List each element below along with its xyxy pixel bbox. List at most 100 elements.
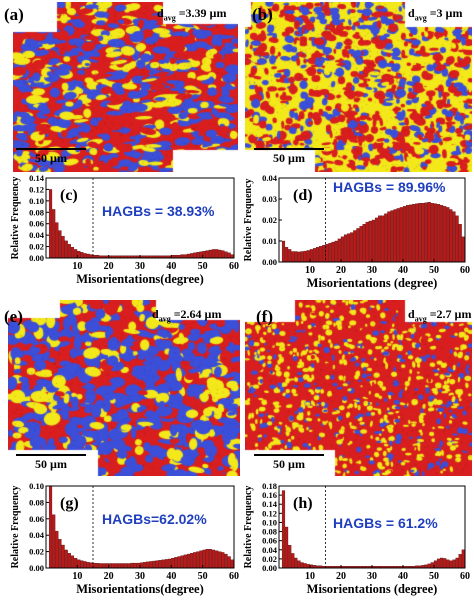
histogram-bar (48, 485, 53, 569)
scale-bar-line (254, 454, 324, 456)
histogram-bar (285, 526, 289, 569)
histogram-bar (152, 560, 156, 569)
histogram-bar (288, 545, 292, 569)
ebsd-map-f (245, 300, 472, 476)
histogram-bar (381, 215, 385, 263)
histogram-bar (294, 557, 298, 569)
x-tick-label: 30 (135, 571, 145, 582)
histogram-bar (340, 236, 344, 263)
y-tick-label: 0.04 (262, 545, 278, 555)
histogram-bar (227, 252, 231, 259)
histogram-bar (221, 250, 225, 259)
histogram-bar (218, 551, 222, 569)
histogram-bar (177, 556, 181, 569)
histogram-bar (121, 563, 125, 569)
histogram-bar (461, 549, 465, 569)
x-tick-label: 20 (336, 265, 346, 276)
histogram-bar (285, 247, 289, 263)
histogram-bar (368, 220, 372, 263)
x-tick-label: 30 (367, 571, 377, 582)
histogram-bar (64, 240, 68, 259)
histogram-h: 10 20 30 40 50 60 0.00 0.02 0.04 0.06 0.08 0.10 0.12… (237, 476, 474, 601)
x-tick-label: 10 (72, 261, 82, 272)
scale-bar-f: 50 µm (254, 454, 324, 472)
histogram-bar (461, 236, 465, 263)
histogram-bar (117, 563, 122, 569)
x-tick-label: 20 (104, 261, 114, 272)
histogram-bar (288, 249, 292, 263)
histogram-bar (130, 562, 134, 569)
histogram-bar (80, 252, 84, 259)
histogram-bar (215, 550, 219, 569)
histogram-bar (458, 224, 462, 263)
histogram-bar (196, 252, 200, 259)
scale-bar-b: 50 µm (254, 148, 324, 166)
x-tick-label: 60 (229, 571, 239, 582)
y-tick-label: 0.06 (29, 514, 44, 524)
histogram-bar (105, 563, 109, 569)
scale-bar-a: 50 µm (16, 148, 86, 166)
histogram-bar (300, 562, 304, 569)
panel-label: (h) (293, 495, 313, 512)
histogram-bar (89, 562, 93, 569)
histogram-bar (180, 254, 184, 259)
grain-size-a: davg =3.39 µm (157, 6, 227, 23)
x-tick-label: 10 (305, 571, 315, 582)
histogram-bar (297, 560, 301, 569)
histogram-bar (52, 514, 56, 569)
scale-bar-label: 50 µm (273, 457, 305, 471)
y-tick-label: 0.10 (262, 517, 277, 527)
histogram-bar (199, 550, 203, 569)
histogram-bar (294, 251, 298, 263)
histogram-bar (421, 203, 425, 263)
histogram-bar (350, 232, 354, 263)
histogram-bar (390, 210, 394, 263)
histogram-bar (440, 205, 444, 263)
histogram-bar (455, 557, 459, 569)
x-tick-label: 40 (398, 265, 408, 276)
histogram-bar (227, 556, 231, 569)
histogram-bar (306, 564, 310, 569)
y-tick-label: 0.10 (29, 196, 44, 206)
histogram-bar (205, 250, 209, 259)
y-tick-label: 0.08 (262, 527, 277, 537)
y-tick-label: 0.04 (29, 530, 45, 540)
histogram-bar (312, 248, 317, 263)
x-tick-label: 50 (198, 261, 208, 272)
histogram-bar (452, 559, 456, 569)
histogram-bar (221, 552, 225, 569)
histogram-bar (158, 560, 162, 569)
histogram-bar (89, 254, 93, 259)
histogram-bar (436, 558, 441, 569)
histogram-bar (164, 559, 169, 569)
histogram-bar (83, 561, 87, 569)
histogram-bar (155, 560, 159, 569)
x-tick-label: 60 (460, 265, 470, 276)
histogram-bar (449, 209, 453, 263)
histogram-bar (306, 250, 310, 263)
hagb-annotation: HAGBs = 61.2% (333, 515, 438, 531)
x-tick-label: 10 (72, 571, 82, 582)
histogram-bar (102, 563, 106, 569)
histogram-bar (61, 236, 65, 259)
histogram-bar (458, 554, 462, 569)
histogram-bar (186, 253, 190, 259)
histogram-bar (455, 215, 459, 263)
histogram-bar (80, 560, 84, 569)
histogram-bar (430, 203, 434, 263)
y-axis-label: Relative Frequency (10, 486, 21, 569)
panel-label-f: (f) (256, 307, 273, 326)
histogram-bar (86, 253, 90, 259)
panel-label: (c) (60, 187, 78, 204)
histogram-bar (452, 211, 456, 263)
y-tick-label: 0.18 (262, 481, 277, 491)
y-tick-label: 0.02 (262, 554, 277, 564)
histogram-bar (415, 203, 419, 263)
histogram-bar (356, 228, 360, 263)
y-tick-label: 0.06 (262, 536, 277, 546)
grain-size-b: davg =3 µm (408, 6, 463, 23)
panel-label: (g) (60, 495, 79, 512)
histogram-bar (230, 254, 234, 259)
hagb-annotation: HAGBs = 38.93% (102, 203, 215, 219)
y-tick-label: 0.04 (262, 173, 278, 183)
